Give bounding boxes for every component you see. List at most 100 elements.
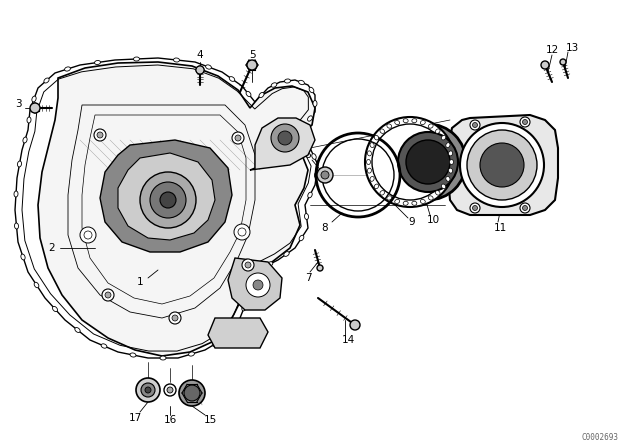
- Circle shape: [167, 387, 173, 393]
- Ellipse shape: [34, 282, 39, 288]
- Polygon shape: [118, 153, 215, 240]
- Ellipse shape: [212, 342, 218, 346]
- Ellipse shape: [32, 96, 36, 102]
- Ellipse shape: [189, 352, 195, 356]
- Ellipse shape: [395, 121, 399, 125]
- Ellipse shape: [27, 117, 31, 123]
- Ellipse shape: [374, 135, 379, 140]
- Circle shape: [80, 227, 96, 243]
- Circle shape: [105, 292, 111, 298]
- Ellipse shape: [442, 184, 445, 189]
- Circle shape: [30, 103, 40, 113]
- Ellipse shape: [395, 199, 399, 203]
- Text: 17: 17: [129, 413, 141, 423]
- Circle shape: [141, 383, 155, 397]
- Ellipse shape: [446, 143, 450, 147]
- Ellipse shape: [449, 159, 454, 164]
- Ellipse shape: [370, 177, 374, 181]
- Circle shape: [140, 172, 196, 228]
- Circle shape: [365, 117, 455, 207]
- Ellipse shape: [15, 223, 19, 229]
- Circle shape: [179, 380, 205, 406]
- Text: C0002693: C0002693: [581, 433, 618, 442]
- Polygon shape: [15, 58, 318, 358]
- Circle shape: [271, 124, 299, 152]
- Ellipse shape: [299, 80, 305, 85]
- Ellipse shape: [285, 79, 291, 83]
- Ellipse shape: [380, 190, 385, 195]
- Ellipse shape: [313, 100, 317, 107]
- Circle shape: [317, 265, 323, 271]
- Text: 10: 10: [426, 215, 440, 225]
- Ellipse shape: [403, 201, 408, 205]
- Ellipse shape: [95, 60, 100, 65]
- Ellipse shape: [230, 325, 235, 331]
- Circle shape: [406, 140, 450, 184]
- Ellipse shape: [52, 306, 58, 312]
- Circle shape: [242, 259, 254, 271]
- Polygon shape: [208, 318, 268, 348]
- Circle shape: [94, 129, 106, 141]
- Circle shape: [150, 182, 186, 218]
- Circle shape: [172, 315, 178, 321]
- Ellipse shape: [246, 91, 251, 97]
- Circle shape: [472, 206, 477, 211]
- Ellipse shape: [367, 168, 371, 173]
- Circle shape: [520, 203, 530, 213]
- Circle shape: [196, 66, 204, 74]
- Circle shape: [253, 280, 263, 290]
- Text: 11: 11: [493, 223, 507, 233]
- Ellipse shape: [75, 327, 80, 332]
- Text: 8: 8: [322, 223, 328, 233]
- Polygon shape: [228, 258, 282, 310]
- Ellipse shape: [14, 191, 18, 197]
- Ellipse shape: [367, 159, 371, 164]
- Text: 4: 4: [196, 50, 204, 60]
- Circle shape: [196, 66, 204, 74]
- Ellipse shape: [101, 344, 107, 348]
- Circle shape: [145, 387, 151, 393]
- Ellipse shape: [23, 137, 27, 143]
- Polygon shape: [448, 115, 558, 215]
- Ellipse shape: [412, 119, 417, 123]
- Circle shape: [541, 61, 549, 69]
- Ellipse shape: [374, 184, 379, 189]
- Ellipse shape: [299, 235, 304, 241]
- Circle shape: [164, 384, 176, 396]
- Text: 7: 7: [305, 273, 311, 283]
- Ellipse shape: [134, 57, 140, 61]
- Ellipse shape: [449, 168, 452, 173]
- Ellipse shape: [412, 201, 417, 205]
- Ellipse shape: [435, 129, 440, 134]
- Text: 13: 13: [565, 43, 579, 53]
- Ellipse shape: [65, 67, 70, 71]
- Text: 5: 5: [249, 50, 255, 60]
- Circle shape: [321, 171, 329, 179]
- Circle shape: [232, 132, 244, 144]
- Circle shape: [245, 262, 251, 268]
- Text: 6: 6: [305, 150, 311, 160]
- Ellipse shape: [449, 151, 452, 156]
- Ellipse shape: [300, 136, 305, 142]
- Circle shape: [169, 312, 181, 324]
- Circle shape: [520, 117, 530, 127]
- Circle shape: [390, 124, 466, 200]
- Ellipse shape: [370, 143, 374, 147]
- Ellipse shape: [435, 190, 440, 195]
- Ellipse shape: [312, 154, 316, 159]
- Ellipse shape: [130, 353, 136, 357]
- Ellipse shape: [387, 196, 392, 200]
- Text: 15: 15: [204, 415, 216, 425]
- Ellipse shape: [428, 124, 433, 128]
- Ellipse shape: [367, 151, 371, 156]
- Ellipse shape: [308, 116, 312, 121]
- Polygon shape: [38, 62, 315, 356]
- Circle shape: [317, 167, 333, 183]
- Ellipse shape: [44, 78, 49, 83]
- Ellipse shape: [420, 199, 426, 203]
- Circle shape: [467, 130, 537, 200]
- Ellipse shape: [387, 124, 392, 128]
- Circle shape: [97, 132, 103, 138]
- Circle shape: [372, 124, 448, 200]
- Circle shape: [398, 132, 458, 192]
